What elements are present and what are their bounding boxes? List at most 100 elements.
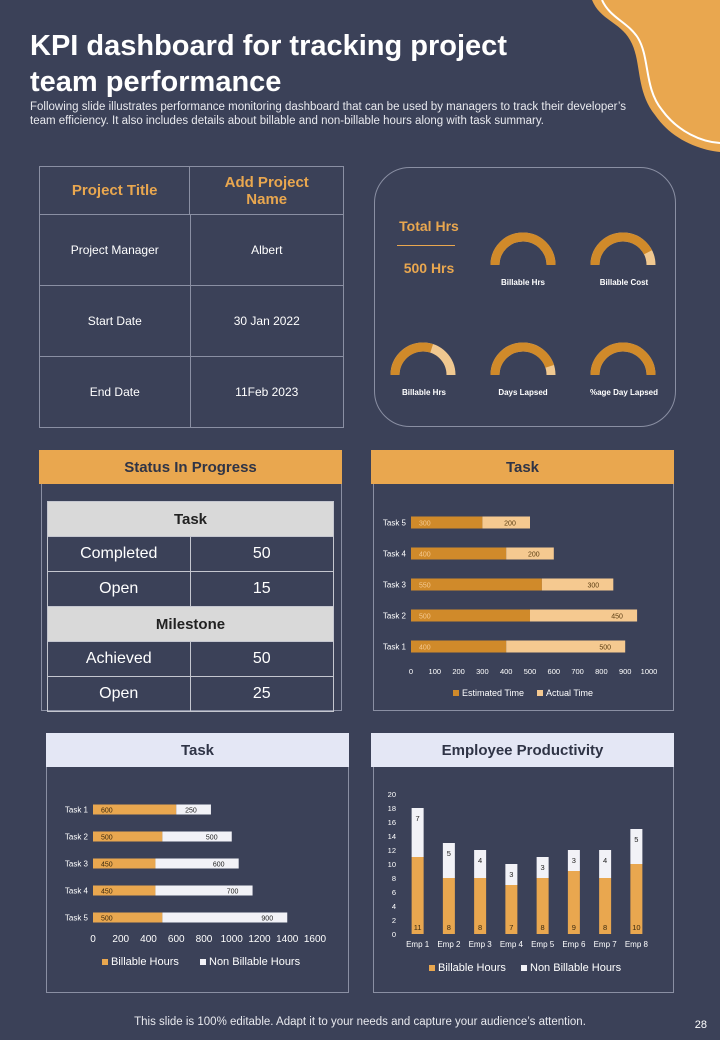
bar — [93, 831, 163, 842]
status-row-milestone-open: Open 25 — [47, 677, 334, 712]
gauge-fill — [490, 232, 556, 266]
bar — [567, 871, 580, 934]
bar — [541, 578, 614, 591]
x-tick-label: 400 — [500, 667, 513, 676]
start-date-label: Start Date — [40, 286, 191, 356]
data-label: 600 — [213, 862, 225, 869]
status-table: Task Completed 50 Open 15 Milestone Achi… — [47, 501, 334, 712]
bar — [599, 878, 612, 934]
bar — [162, 831, 232, 842]
hours-gauges-panel: Total Hrs 500 Hrs Billable Hrs Billable … — [374, 167, 676, 427]
y-tick-label: Task 4 — [65, 887, 89, 896]
y-tick-label: 16 — [388, 818, 396, 827]
bar — [411, 808, 424, 857]
data-label: 250 — [185, 808, 197, 815]
status-row-open: Open 15 — [47, 572, 334, 607]
x-tick-label: 200 — [112, 934, 129, 945]
status-row-label: Achieved — [48, 642, 191, 676]
x-tick-label: Emp 4 — [500, 940, 524, 949]
bar — [599, 850, 612, 878]
project-info-table: Project Title Add Project Name Project M… — [39, 166, 344, 428]
bar — [411, 516, 483, 529]
project-title-value: Add Project Name — [224, 173, 309, 208]
x-tick-label: 900 — [619, 667, 632, 676]
legend-label: Non Billable Hours — [530, 962, 622, 974]
gauge-label-billable-hrs-2: Billable Hrs — [401, 388, 446, 397]
bar — [93, 858, 156, 869]
total-hours-label: Total Hrs — [399, 218, 459, 234]
data-label: 450 — [101, 889, 113, 896]
data-label: 4 — [603, 856, 607, 865]
status-milestone-heading: Milestone — [47, 607, 334, 642]
y-tick-label: Task 3 — [383, 581, 407, 590]
y-tick-label: 8 — [392, 874, 396, 883]
data-label: 200 — [504, 521, 516, 528]
x-tick-label: 100 — [429, 667, 442, 676]
y-tick-label: 14 — [388, 832, 396, 841]
decorative-blob — [592, 0, 720, 152]
legend-label: Non Billable Hours — [209, 956, 301, 968]
x-tick-label: 800 — [196, 934, 213, 945]
data-label: 200 — [528, 552, 540, 559]
productivity-header: Employee Productivity — [371, 733, 674, 767]
bar — [442, 843, 455, 878]
status-task-heading: Task — [47, 501, 334, 537]
bar — [474, 850, 487, 878]
data-label: 500 — [206, 835, 218, 842]
y-tick-label: Task 2 — [383, 612, 407, 621]
task-time-chart: Task 1 400 500 Task 2 500 450 Task 3 550 300 Task… — [383, 516, 657, 698]
data-label: 10 — [632, 923, 640, 932]
data-label: 500 — [419, 614, 431, 621]
start-date-value: 30 Jan 2022 — [233, 314, 300, 328]
gauge-label-billable-cost: Billable Cost — [599, 278, 649, 287]
gauge-fill — [490, 342, 554, 376]
bar — [411, 640, 507, 653]
x-tick-label: 800 — [595, 667, 608, 676]
page-subtitle: Following slide illustrates performance … — [30, 101, 626, 127]
y-tick-label: 0 — [392, 930, 396, 939]
data-label: 550 — [419, 583, 431, 590]
data-label: 3 — [572, 856, 576, 865]
status-row-value: 15 — [252, 580, 271, 597]
legend-label: Billable Hours — [111, 956, 179, 968]
legend-swatch — [521, 965, 527, 971]
x-tick-label: Emp 8 — [625, 940, 649, 949]
data-label: 8 — [541, 923, 545, 932]
data-label: 5 — [634, 835, 638, 844]
bar — [442, 878, 455, 934]
status-row-label: Completed — [48, 537, 191, 571]
bar — [93, 912, 163, 923]
y-tick-label: Task 5 — [65, 914, 89, 923]
data-label: 8 — [447, 923, 451, 932]
y-tick-label: 2 — [392, 916, 396, 925]
legend-swatch — [537, 690, 543, 696]
legend-swatch — [200, 959, 206, 965]
x-tick-label: Emp 2 — [437, 940, 461, 949]
x-tick-label: 0 — [409, 667, 413, 676]
x-tick-label: 200 — [452, 667, 465, 676]
x-tick-label: Emp 5 — [531, 940, 555, 949]
bar — [411, 578, 542, 591]
status-row-value: 50 — [252, 545, 271, 562]
total-hours-value: 500 Hrs — [403, 260, 455, 276]
gauges-svg — [390, 232, 656, 376]
y-tick-label: Task 1 — [383, 643, 407, 652]
x-tick-label: 500 — [524, 667, 537, 676]
gauge-fill — [390, 342, 434, 376]
y-tick-label: 4 — [392, 902, 396, 911]
employee-productivity-chart: 0 2 4 6 8 10 12 14 16 18 20 11 7 Emp 1 8 5 Emp 2 8 4 Emp 3 7… — [388, 790, 649, 974]
task-chart-panel — [373, 484, 674, 711]
bar — [506, 547, 554, 560]
bar — [93, 885, 156, 896]
x-tick-label: 1200 — [248, 934, 271, 945]
bar — [482, 516, 530, 529]
x-tick-label: Emp 6 — [562, 940, 586, 949]
data-label: 400 — [419, 645, 431, 652]
bar — [155, 885, 253, 896]
task2-panel — [46, 767, 349, 993]
data-label: 3 — [509, 870, 513, 879]
data-label: 500 — [101, 916, 113, 923]
y-tick-label: Task 3 — [65, 860, 89, 869]
bar — [176, 804, 211, 815]
bar — [536, 857, 549, 878]
